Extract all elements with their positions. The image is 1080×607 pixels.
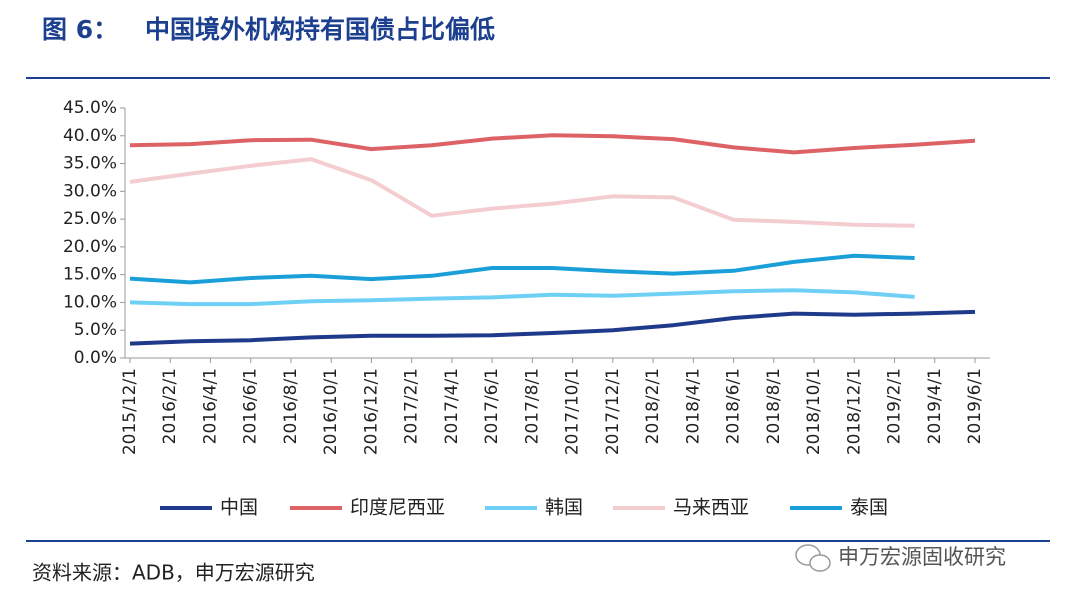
x-tick-label: 2016/2/1 (160, 368, 180, 444)
y-tick-label: 20.0% (63, 237, 117, 257)
legend-label: 泰国 (850, 497, 888, 519)
y-tick-label: 10.0% (63, 292, 117, 312)
x-tick-label: 2018/8/1 (764, 368, 784, 444)
y-tick-label: 30.0% (63, 181, 117, 201)
legend-label: 中国 (220, 497, 258, 519)
x-tick-label: 2017/12/1 (603, 368, 623, 455)
x-tick-label: 2017/4/1 (442, 368, 462, 444)
x-tick-label: 2017/2/1 (402, 368, 422, 444)
legend-label: 马来西亚 (673, 497, 749, 519)
y-tick-label: 15.0% (63, 265, 117, 285)
x-tick-label: 2016/12/1 (361, 368, 381, 455)
x-tick-label: 2016/10/1 (321, 368, 341, 455)
watermark: 申万宏源固收研究 (838, 545, 1006, 569)
series-line (129, 288, 915, 307)
x-tick-label: 2017/10/1 (563, 368, 583, 455)
legend-label: 韩国 (545, 497, 583, 519)
x-tick-label: 2016/4/1 (200, 368, 220, 444)
series-line (129, 253, 915, 285)
x-tick-label: 2016/8/1 (281, 368, 301, 444)
series-line (129, 133, 976, 155)
x-tick-label: 2019/6/1 (965, 368, 985, 444)
y-tick-label: 0.0% (74, 348, 117, 368)
legend-label: 印度尼西亚 (350, 497, 445, 519)
x-tick-label: 2018/6/1 (724, 368, 744, 444)
x-tick-label: 2016/6/1 (241, 368, 261, 444)
series-line (129, 157, 915, 228)
x-tick-label: 2018/10/1 (804, 368, 824, 455)
wechat-icon (795, 544, 831, 572)
y-tick-label: 25.0% (63, 209, 117, 229)
y-tick-label: 35.0% (63, 154, 117, 174)
y-tick-label: 40.0% (63, 126, 117, 146)
series-line (129, 309, 976, 346)
x-tick-label: 2015/12/1 (120, 368, 140, 455)
source-note: 资料来源：ADB，申万宏源研究 (32, 561, 315, 585)
figure-label: 图 6： (42, 15, 118, 44)
x-tick-label: 2018/4/1 (683, 368, 703, 444)
y-tick-label: 45.0% (63, 98, 117, 118)
x-tick-label: 2017/6/1 (482, 368, 502, 444)
x-tick-label: 2018/12/1 (844, 368, 864, 455)
y-tick-label: 5.0% (74, 320, 117, 340)
x-tick-label: 2018/2/1 (643, 368, 663, 444)
x-tick-label: 2019/2/1 (885, 368, 905, 444)
x-tick-label: 2017/8/1 (522, 368, 542, 444)
chart-title: 中国境外机构持有国债占比偏低 (145, 15, 495, 44)
x-tick-label: 2019/4/1 (925, 368, 945, 444)
